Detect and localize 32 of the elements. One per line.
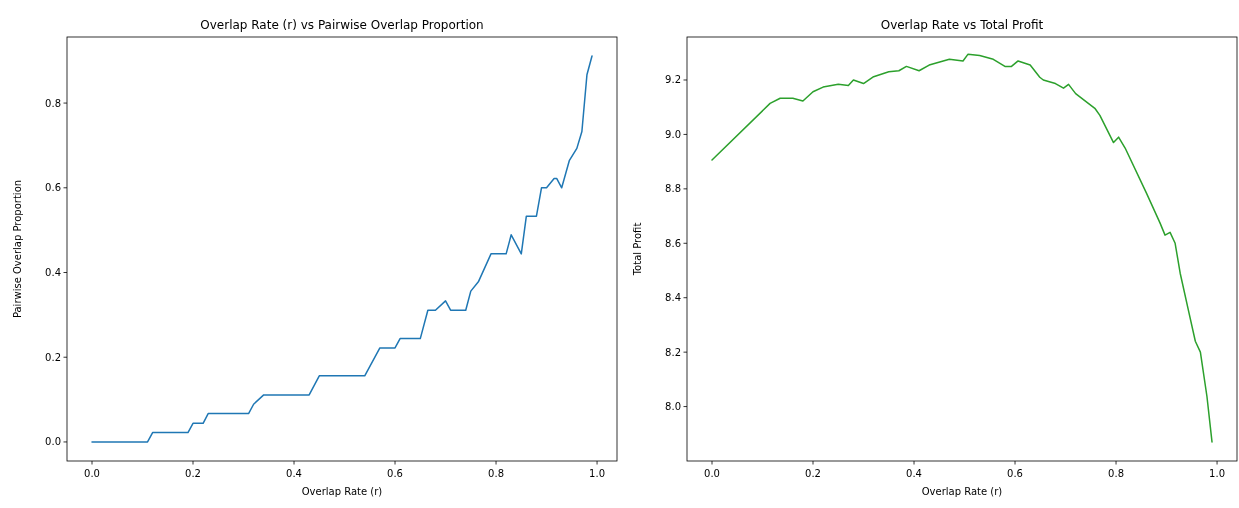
x-tick-label: 0.4: [906, 468, 922, 479]
y-axis-title: Pairwise Overlap Proportion: [12, 179, 23, 319]
x-tick-label: 0.6: [1007, 468, 1023, 479]
x-tick-label: 0.2: [805, 468, 821, 479]
x-tick-label: 1.0: [589, 468, 605, 479]
x-tick-label: 0.8: [488, 468, 504, 479]
chart-title: Overlap Rate (r) vs Pairwise Overlap Proportion: [200, 18, 484, 32]
y-tick-label: 9.2: [665, 74, 681, 86]
line-series: [711, 53, 1213, 443]
y-tick-label: 0.0: [45, 436, 61, 448]
y-tick-label: 0.4: [45, 267, 61, 279]
y-tick-label: 0.6: [45, 182, 61, 194]
x-tick-label: 0.8: [1108, 468, 1124, 479]
x-tick-label: 0.2: [185, 468, 201, 479]
y-axis-title: Total Profit: [632, 222, 643, 277]
chart-title: Overlap Rate vs Total Profit: [880, 18, 1044, 32]
y-tick-label: 0.8: [45, 97, 61, 109]
x-tick-label: 1.0: [1209, 468, 1225, 479]
y-tick-label: 8.2: [665, 346, 681, 358]
x-tick-label: 0.0: [704, 468, 720, 479]
y-tick-label: 9.0: [665, 128, 681, 140]
y-tick-label: 8.4: [665, 292, 681, 304]
y-tick-label: 8.8: [665, 183, 681, 195]
y-tick-label: 8.6: [665, 237, 681, 249]
x-tick-label: 0.0: [84, 468, 100, 479]
x-tick-label: 0.4: [286, 468, 302, 479]
y-tick-label: 0.2: [45, 351, 61, 363]
line-series: [91, 55, 593, 443]
x-tick-label: 0.6: [387, 468, 403, 479]
x-axis-title: Overlap Rate (r): [301, 486, 383, 497]
x-axis-title: Overlap Rate (r): [921, 486, 1003, 497]
y-tick-label: 8.0: [665, 401, 681, 413]
